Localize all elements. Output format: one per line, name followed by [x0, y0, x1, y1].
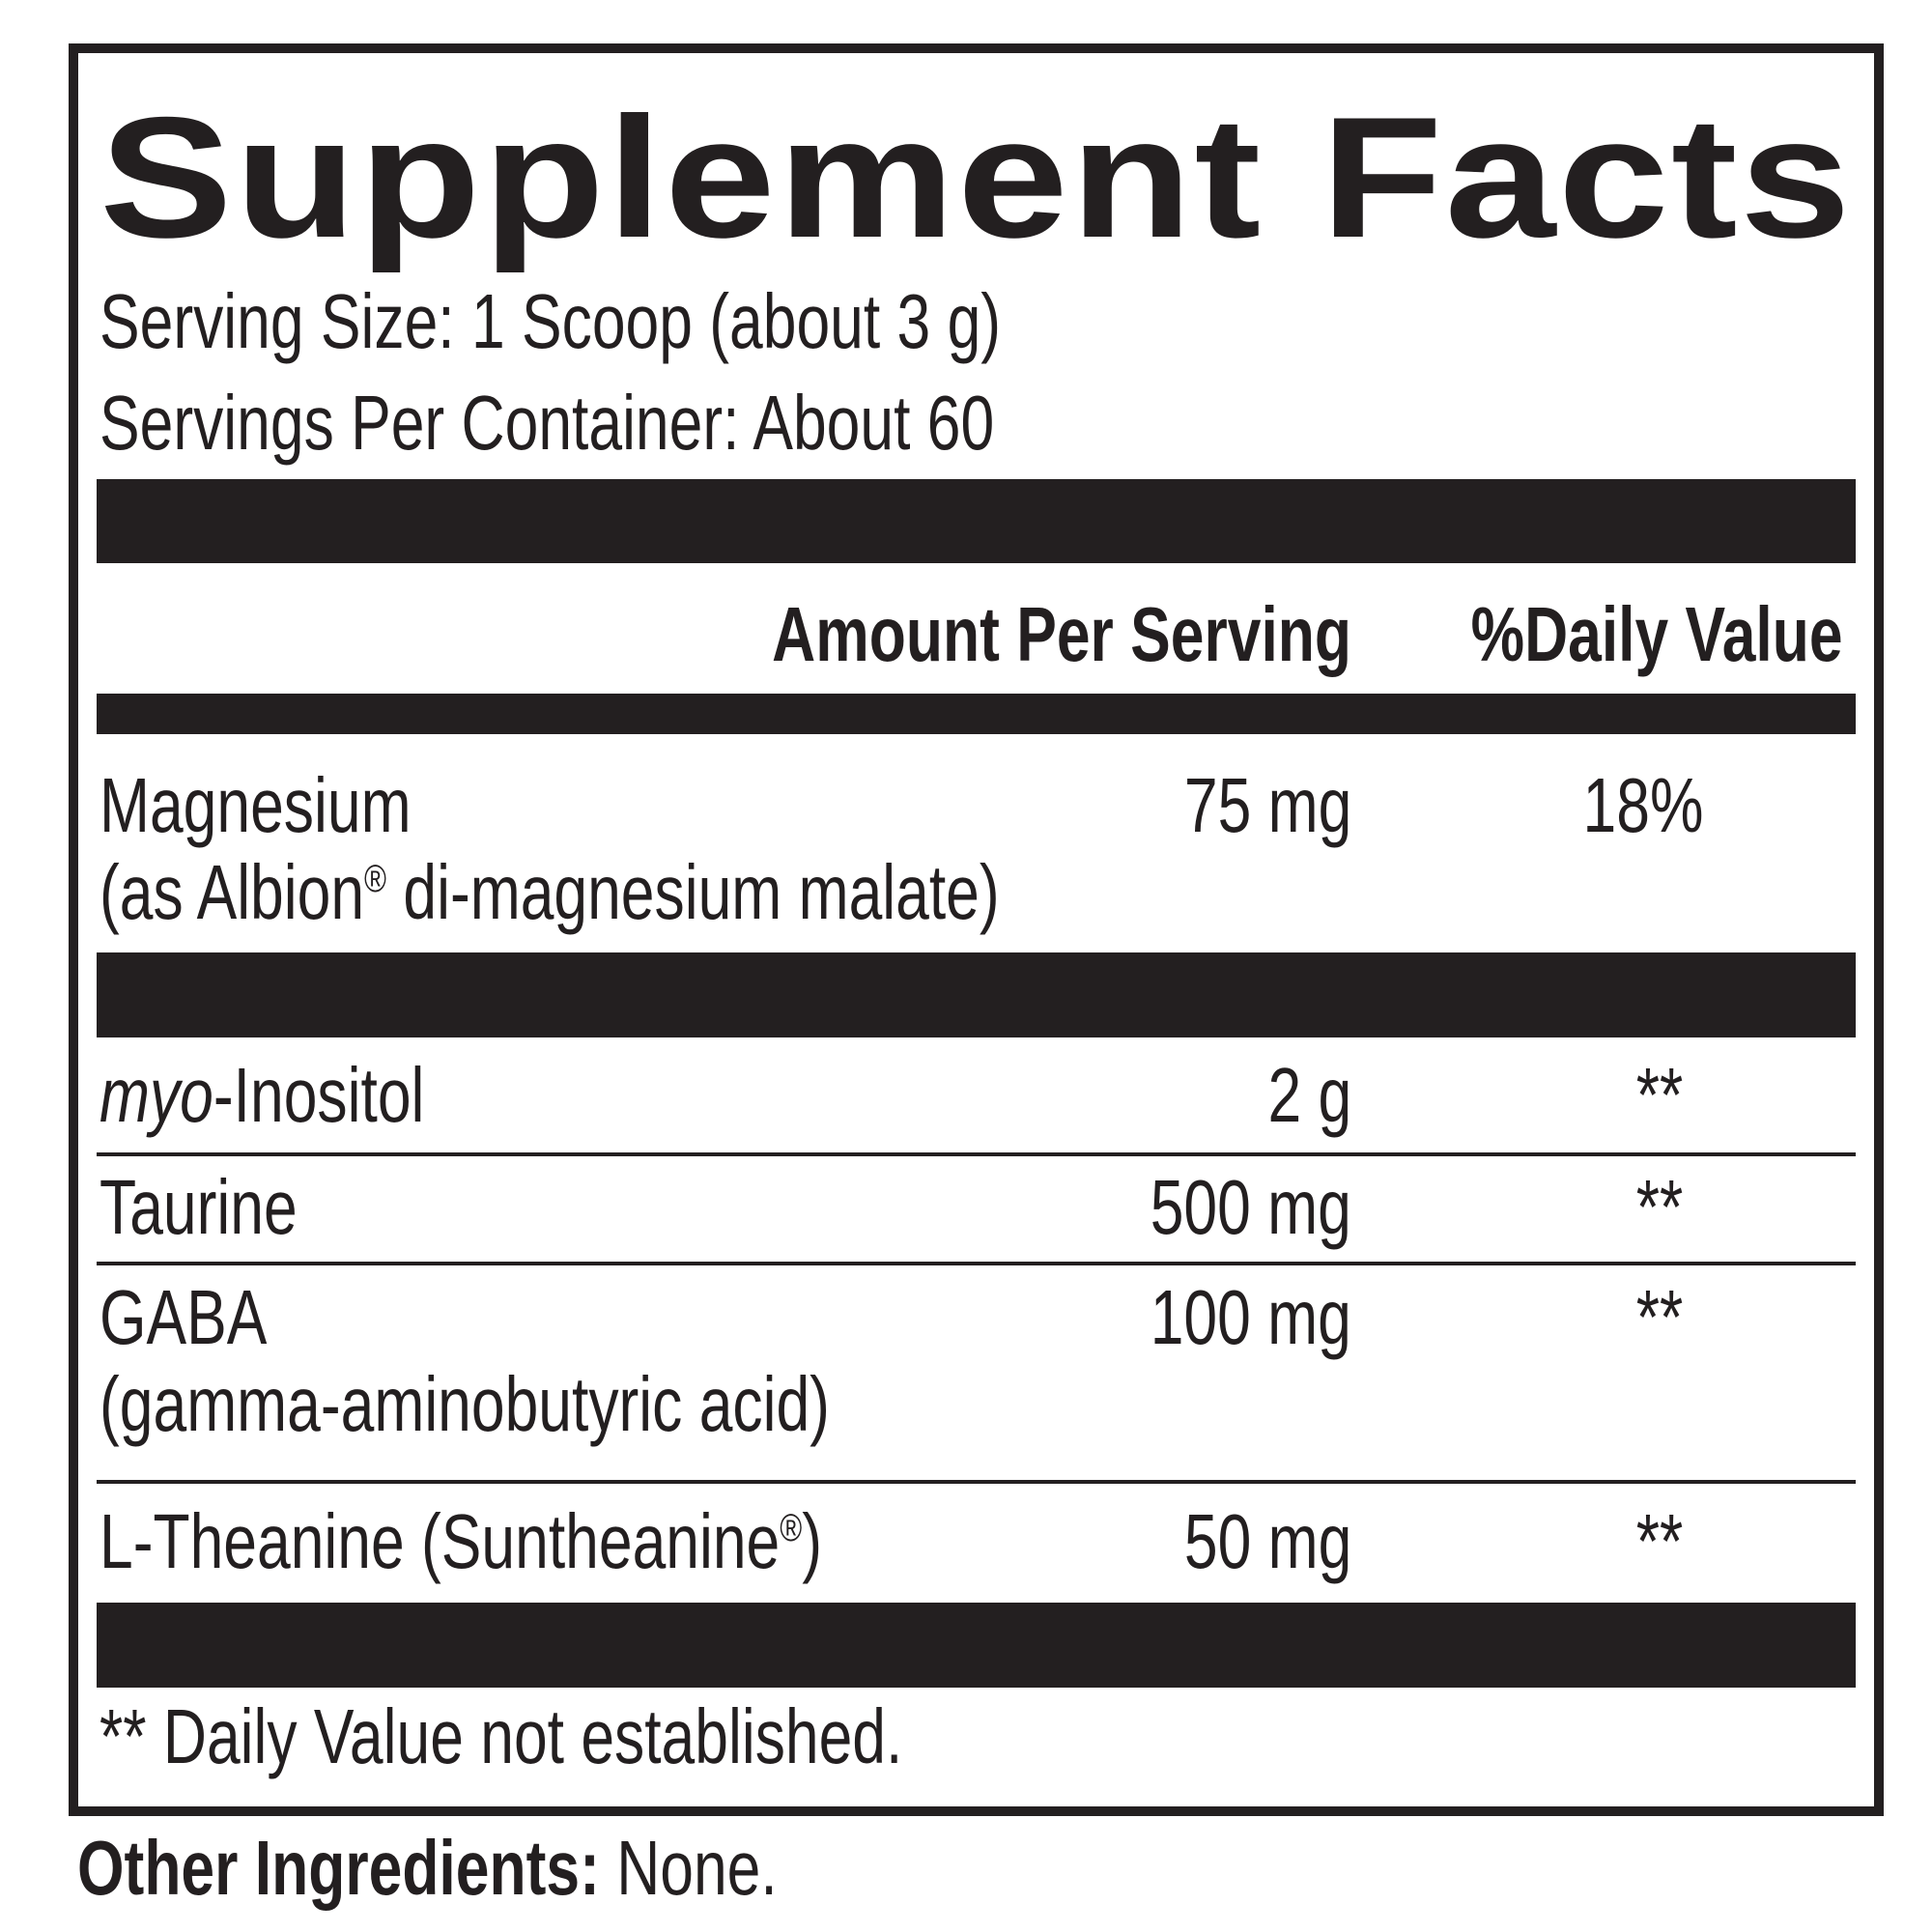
nutrient-daily-value: **	[1635, 1164, 1684, 1250]
row-divider	[97, 1152, 1856, 1156]
other-ingredients-label: Other Ingredients:	[77, 1825, 600, 1911]
servings-per-container: Servings Per Container: About 60	[99, 380, 995, 466]
column-header-amount: Amount Per Serving	[772, 591, 1351, 677]
other-ingredients-value: None.	[599, 1825, 778, 1911]
nutrient-daily-value: **	[1635, 1498, 1684, 1584]
panel-title: Supplement Facts	[99, 81, 1854, 273]
divider-bar	[97, 694, 1856, 734]
row-divider	[97, 1262, 1856, 1265]
divider-bar	[97, 479, 1856, 563]
nutrient-name: GABA	[99, 1274, 268, 1360]
divider-bar	[97, 1603, 1856, 1688]
row-divider	[97, 1480, 1856, 1484]
nutrient-daily-value: **	[1635, 1052, 1684, 1138]
registered-mark: ®	[780, 1507, 803, 1549]
divider-bar	[97, 952, 1856, 1037]
nutrient-amount: 100 mg	[1150, 1274, 1351, 1360]
nutrient-amount: 50 mg	[1183, 1498, 1351, 1584]
nutrient-name: Taurine	[99, 1164, 298, 1250]
nutrient-amount: 500 mg	[1150, 1164, 1351, 1250]
other-ingredients: Other Ingredients: None.	[77, 1830, 778, 1907]
nutrient-name: L-Theanine (Suntheanine®)	[99, 1498, 823, 1584]
nutrient-daily-value: **	[1635, 1274, 1684, 1360]
supplement-facts-panel	[69, 43, 1884, 1816]
nutrient-name: Magnesium	[99, 762, 412, 848]
footnote: ** Daily Value not established.	[99, 1693, 903, 1779]
nutrient-source: (gamma-aminobutyric acid)	[99, 1361, 830, 1447]
nutrient-name: myo-Inositol	[99, 1052, 425, 1138]
nutrient-source: (as Albion® di-magnesium malate)	[99, 849, 1000, 935]
nutrient-amount: 75 mg	[1183, 762, 1351, 848]
serving-size: Serving Size: 1 Scoop (about 3 g)	[99, 278, 1002, 364]
column-header-daily-value: %Daily Value	[1470, 591, 1843, 677]
nutrient-daily-value: 18%	[1582, 762, 1704, 848]
nutrient-amount: 2 g	[1267, 1052, 1351, 1138]
registered-mark: ®	[364, 858, 387, 900]
